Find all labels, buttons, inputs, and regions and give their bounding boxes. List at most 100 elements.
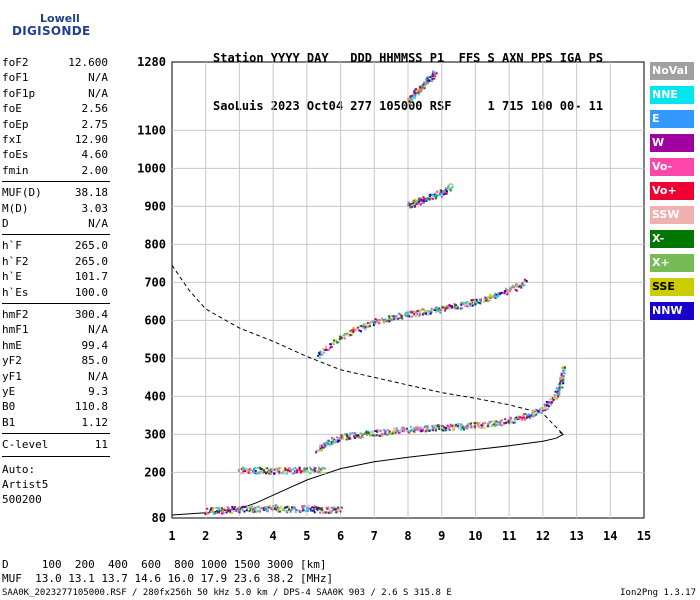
echo-point	[313, 505, 316, 508]
echo-point	[217, 510, 220, 513]
echo-point	[544, 405, 547, 408]
echo-point	[472, 298, 475, 301]
echo-point	[459, 307, 462, 310]
echo-point	[334, 439, 337, 442]
echo-point	[549, 403, 551, 406]
echo-point	[447, 184, 450, 187]
echo-point	[389, 318, 392, 321]
echo-point	[323, 442, 326, 445]
echo-point	[246, 507, 249, 510]
param-label: foF1p	[2, 86, 36, 100]
echo-point	[430, 309, 433, 312]
echo-point	[332, 508, 335, 511]
echo-point	[326, 507, 329, 510]
echo-point	[406, 427, 408, 430]
param-row: fxI 12.90	[2, 133, 110, 148]
echo-point	[418, 309, 421, 312]
echo-point	[268, 505, 271, 508]
echo-point	[557, 391, 560, 394]
param-label: yE	[2, 385, 16, 398]
echo-point	[206, 512, 209, 515]
echo-point	[523, 416, 525, 419]
echo-point	[301, 506, 304, 509]
x-tick-label: 1	[168, 529, 175, 543]
echo-point	[480, 299, 483, 302]
echo-point	[563, 369, 566, 372]
echo-point	[408, 98, 411, 101]
echo-point	[241, 506, 244, 509]
echo-point	[544, 409, 547, 412]
echo-point	[295, 511, 298, 513]
echo-point	[431, 197, 434, 200]
echo-point	[370, 434, 373, 437]
echo-point	[425, 310, 428, 313]
echo-point	[259, 508, 262, 511]
echo-point	[475, 298, 478, 301]
echo-point	[547, 402, 549, 405]
echo-point	[286, 468, 289, 471]
echo-point	[555, 387, 558, 390]
echo-point	[241, 468, 244, 471]
echo-point	[281, 507, 284, 510]
echo-point	[244, 505, 247, 508]
echo-point	[310, 471, 313, 474]
echo-point	[310, 468, 313, 470]
echo-point	[372, 434, 375, 437]
echo-point	[333, 506, 336, 509]
param-row: foF1p N/A	[2, 87, 110, 102]
echo-point	[212, 512, 215, 515]
echo-point	[293, 470, 296, 473]
clevel-value: 11	[94, 438, 108, 452]
echo-point	[215, 511, 218, 514]
echo-point	[549, 398, 551, 401]
echo-point	[296, 471, 298, 474]
echo-point	[484, 296, 487, 299]
echo-point	[239, 509, 242, 512]
echo-point	[415, 201, 418, 204]
echo-point	[455, 423, 458, 426]
echo-point	[503, 422, 506, 425]
echo-point	[318, 471, 321, 474]
echo-point	[423, 309, 425, 312]
echo-point	[230, 511, 233, 514]
echo-point	[514, 421, 517, 424]
echo-point	[499, 293, 502, 296]
param-label: yF2	[2, 354, 22, 368]
echo-point	[520, 284, 523, 287]
footer-info: SAA0K_2023277105000.RSF / 280fx256h 50 k…	[2, 588, 452, 598]
echo-point	[242, 472, 245, 475]
echo-point	[290, 509, 292, 511]
echo-point	[321, 447, 324, 450]
param-label: h`F2	[2, 254, 29, 268]
echo-point	[470, 426, 473, 429]
echo-point	[416, 200, 419, 203]
echo-point	[345, 438, 348, 441]
echo-point	[388, 315, 391, 318]
echo-point	[286, 472, 289, 475]
echo-point	[205, 510, 208, 513]
echo-point	[304, 510, 307, 513]
echo-point	[533, 411, 536, 414]
echo-point	[546, 404, 549, 407]
echo-point	[340, 336, 343, 339]
echo-point	[418, 197, 421, 200]
echo-point	[485, 297, 488, 300]
auto-line2: Artist5	[2, 478, 49, 491]
echo-point	[453, 424, 456, 427]
echo-point	[314, 470, 317, 473]
echo-point	[527, 413, 530, 416]
echo-point	[291, 472, 294, 475]
echo-point	[275, 467, 277, 470]
echo-point	[554, 390, 557, 393]
echo-point	[401, 430, 404, 433]
echo-point	[264, 506, 267, 509]
param-row: yF1 N/A	[2, 370, 110, 385]
x-tick-label: 8	[404, 529, 411, 543]
echo-point	[368, 433, 371, 436]
echo-point	[453, 307, 456, 310]
echo-point	[387, 433, 390, 436]
echo-point	[415, 199, 418, 202]
echo-point	[517, 415, 520, 418]
echo-point	[422, 312, 425, 315]
echo-point	[432, 70, 435, 73]
